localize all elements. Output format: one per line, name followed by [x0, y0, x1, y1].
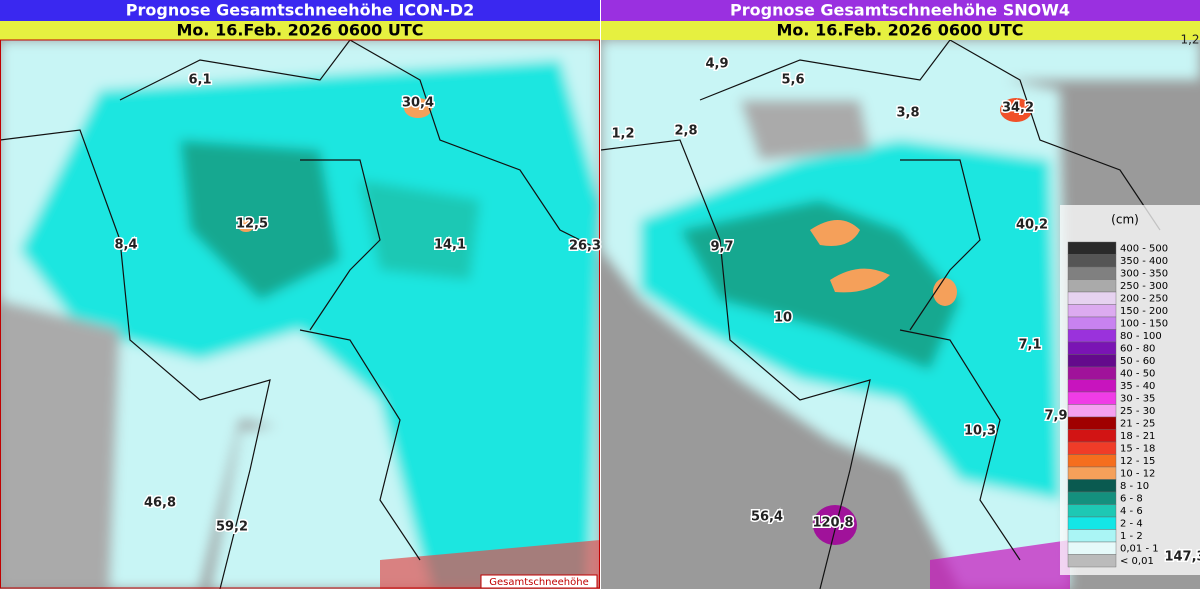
legend-swatch: [1067, 354, 1117, 368]
point-label: 7,1: [1018, 338, 1041, 353]
legend-label: 400 - 500: [1120, 243, 1168, 254]
legend-label: 100 - 150: [1120, 318, 1168, 329]
legend-label: 60 - 80: [1120, 343, 1155, 354]
subtitle: Mo. 16.Feb. 2026 0600 UTC: [777, 21, 1024, 40]
title: Prognose Gesamtschneehöhe ICON-D2: [126, 1, 474, 20]
legend-label: 350 - 400: [1120, 256, 1168, 267]
point-label: 120,8: [812, 516, 853, 531]
legend-label: < 0,01: [1120, 556, 1154, 567]
legend-label: 25 - 30: [1120, 406, 1155, 417]
subtitle-bar: [0, 21, 600, 40]
legend-label: 4 - 6: [1120, 506, 1143, 517]
legend-label: 0,01 - 1: [1120, 543, 1159, 554]
legend-swatch: [1067, 241, 1117, 255]
legend-swatch: [1067, 416, 1117, 430]
legend-swatch: [1067, 316, 1117, 330]
legend-label: 30 - 35: [1120, 393, 1155, 404]
legend-label: 35 - 40: [1120, 381, 1155, 392]
legend-swatch: [1067, 341, 1117, 355]
point-label: 59,2: [216, 520, 248, 535]
footer-box: [480, 574, 598, 589]
legend-label: 1 - 2: [1120, 531, 1143, 542]
legend-swatch: [1067, 429, 1117, 443]
legend-swatch: [1067, 491, 1117, 505]
title-bar: [601, 0, 1200, 21]
legend-label: 80 - 100: [1120, 331, 1162, 342]
point-label: 6,1: [188, 73, 211, 88]
legend-unit: (cm): [1111, 213, 1139, 227]
legend-swatch: [1067, 504, 1117, 518]
frame: [0, 39, 600, 589]
corner-label: 1,2: [1180, 33, 1199, 47]
point-label: 12,5: [236, 217, 268, 232]
point-label: 26,3: [569, 239, 601, 254]
legend-label: 10 - 12: [1120, 468, 1155, 479]
legend-swatch: [1067, 329, 1117, 343]
legend-label: 12 - 15: [1120, 456, 1155, 467]
point-label: 34,2: [1002, 101, 1034, 116]
legend-label: 15 - 18: [1120, 443, 1155, 454]
legend-swatch: [1067, 366, 1117, 380]
point-label: 4,9: [705, 57, 728, 72]
point-label: 10,3: [964, 424, 996, 439]
legend-swatch: [1067, 529, 1117, 543]
legend-swatch: [1067, 441, 1117, 455]
subtitle: Mo. 16.Feb. 2026 0600 UTC: [177, 21, 424, 40]
legend-label: 250 - 300: [1120, 281, 1168, 292]
point-label: 9,7: [710, 240, 733, 255]
legend-swatch: [1067, 541, 1117, 555]
legend-label: 40 - 50: [1120, 368, 1155, 379]
point-label: 1,2: [611, 127, 634, 142]
point-label: 14,1: [434, 238, 466, 253]
legend-label: 6 - 8: [1120, 493, 1143, 504]
legend-swatch: [1067, 391, 1117, 405]
legend-swatch: [1067, 466, 1117, 480]
legend-swatch: [1067, 404, 1117, 418]
point-label: 30,4: [402, 96, 434, 111]
point-label: 10: [774, 311, 792, 326]
title-bar: [0, 0, 600, 21]
legend-label: 18 - 21: [1120, 431, 1155, 442]
legend-swatch: [1067, 479, 1117, 493]
legend-label: 300 - 350: [1120, 268, 1168, 279]
title: Prognose Gesamtschneehöhe SNOW4: [730, 1, 1070, 20]
point-label: 7,9: [1044, 409, 1067, 424]
point-label: 46,8: [144, 496, 176, 511]
legend-label: 50 - 60: [1120, 356, 1155, 367]
left-map: [0, 39, 601, 590]
point-label: 40,2: [1016, 218, 1048, 233]
subtitle-bar: [601, 21, 1200, 40]
legend-swatch: [1067, 554, 1117, 568]
point-label: 147,3: [1164, 550, 1200, 565]
legend-swatch: [1067, 266, 1117, 280]
point-label: 5,6: [781, 73, 804, 88]
footer: Gesamtschneehöhe: [489, 577, 589, 588]
legend-label: 150 - 200: [1120, 306, 1168, 317]
legend-swatch: [1067, 254, 1117, 268]
point-label: 56,4: [751, 510, 783, 525]
legend-swatch: [1067, 291, 1117, 305]
point-label: 3,8: [896, 106, 919, 121]
legend-swatch: [1067, 279, 1117, 293]
legend-swatch: [1067, 379, 1117, 393]
legend-label: 8 - 10: [1120, 481, 1149, 492]
legend-swatch: [1067, 516, 1117, 530]
point-label: 2,8: [674, 124, 697, 139]
legend-label: 2 - 4: [1120, 518, 1143, 529]
legend-swatch: [1067, 304, 1117, 318]
legend-label: 200 - 250: [1120, 293, 1168, 304]
legend-swatch: [1067, 454, 1117, 468]
point-label: 8,4: [114, 238, 137, 253]
legend-label: 21 - 25: [1120, 418, 1155, 429]
